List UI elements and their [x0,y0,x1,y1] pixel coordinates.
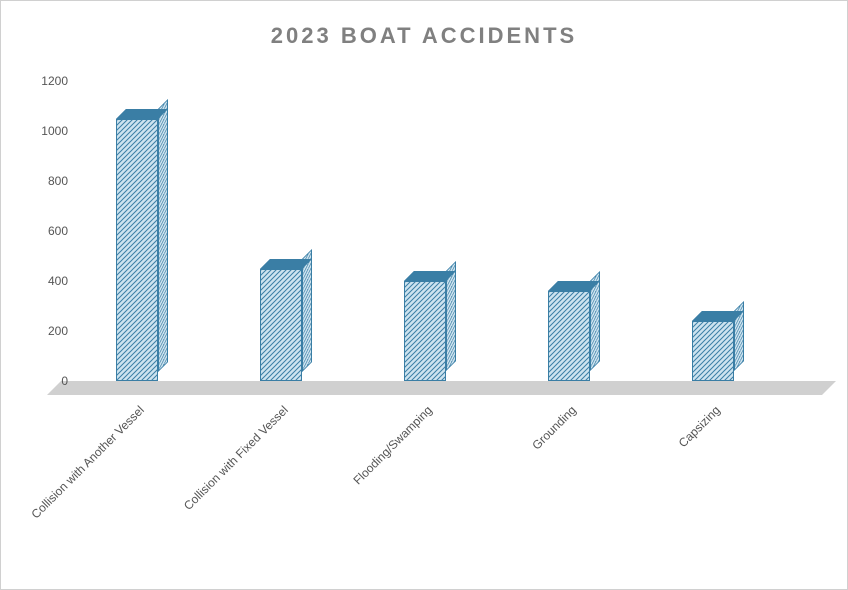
y-tick-label: 1200 [41,74,76,88]
plot-area: 020040060080010001200 Collision with Ano… [76,81,796,381]
bar-front [404,281,446,381]
chart-title: 2023 BOAT ACCIDENTS [1,23,847,49]
bar: Collision with Another Vessel [116,119,158,382]
y-tick-label: 0 [61,374,76,388]
bar: Grounding [548,291,590,381]
y-tick-label: 600 [48,224,76,238]
bar: Collision with Fixed Vessel [260,269,302,382]
bar-front [116,119,158,382]
y-tick-label: 400 [48,274,76,288]
bar-front [692,321,734,381]
bar: Flooding/Swamping [404,281,446,381]
bar-front [260,269,302,382]
bar-side [158,99,168,372]
bar: Capsizing [692,321,734,381]
y-tick-label: 1000 [41,124,76,138]
y-tick-label: 200 [48,324,76,338]
bar-front [548,291,590,381]
chart-container: 2023 BOAT ACCIDENTS 02004006008001000120… [0,0,848,590]
bars-layer: Collision with Another Vessel Collision w… [76,81,796,381]
y-tick-label: 800 [48,174,76,188]
